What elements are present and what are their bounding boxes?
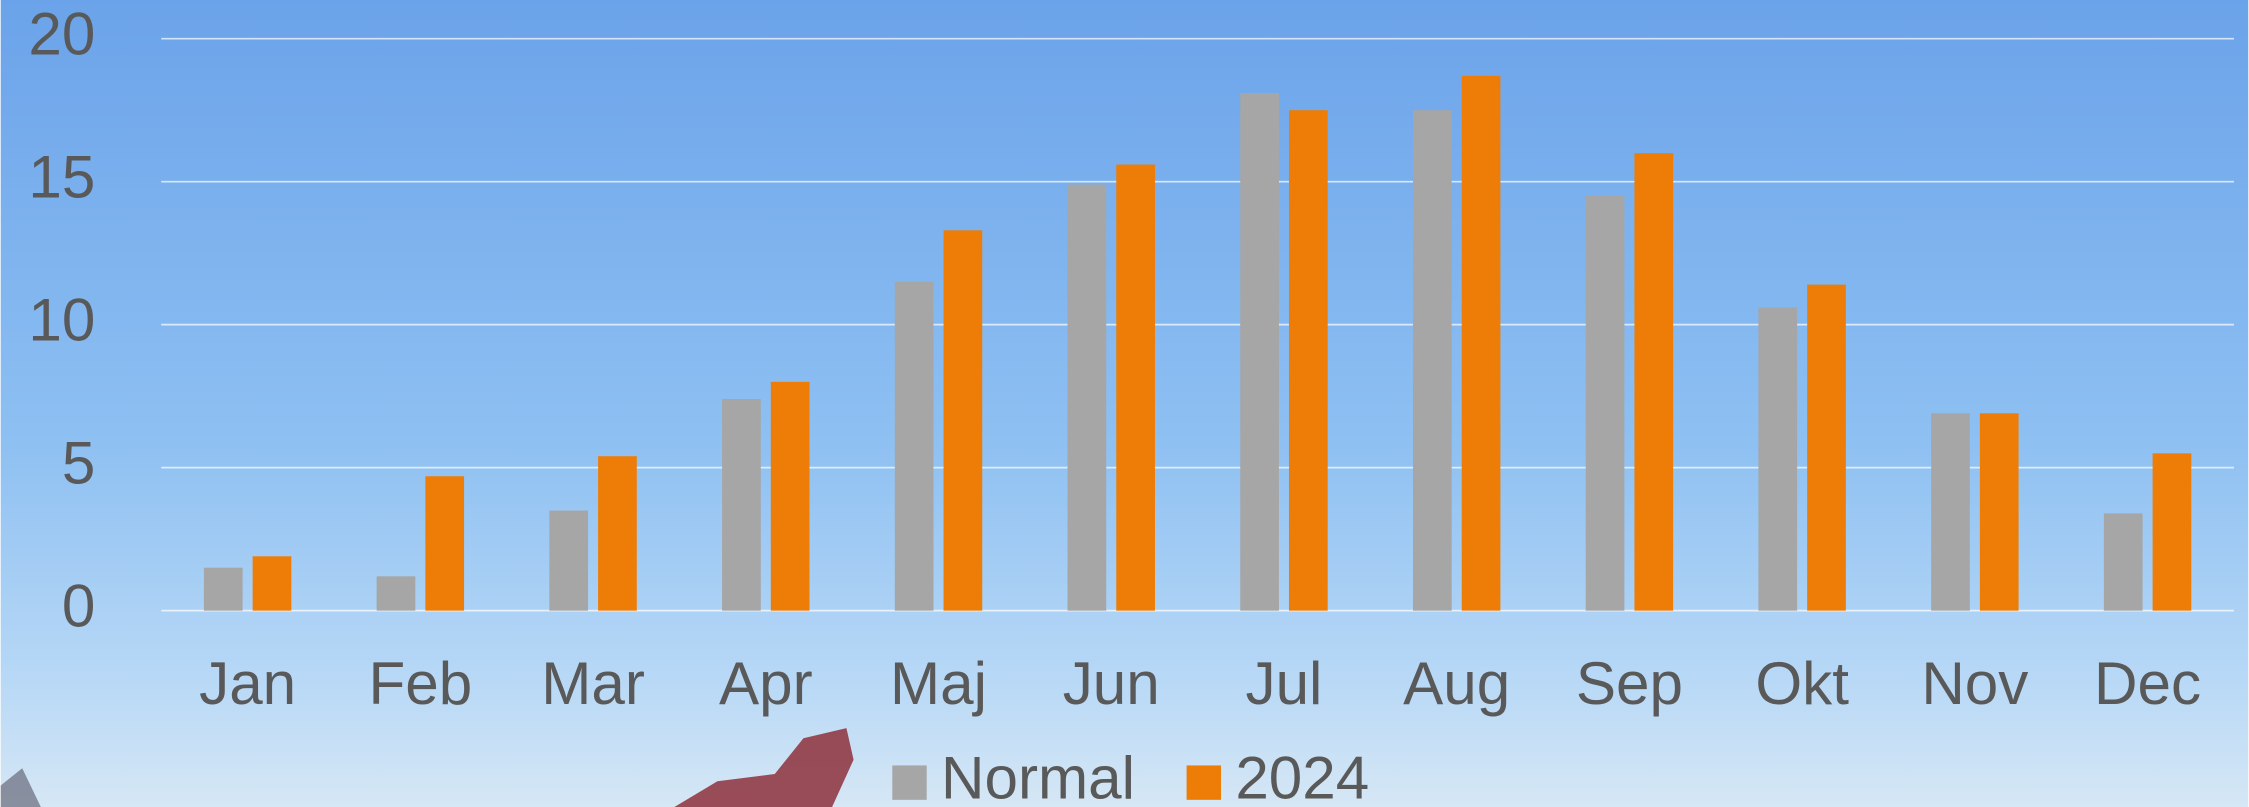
- bar: [771, 382, 810, 611]
- bar: [549, 511, 588, 611]
- y-tick-label: 10: [28, 287, 95, 354]
- legend-label: 2024: [1235, 745, 1369, 807]
- legend-swatch: [1187, 765, 1221, 799]
- bar: [722, 399, 761, 611]
- x-tick-label: Okt: [1755, 650, 1849, 717]
- bar: [895, 282, 934, 611]
- y-tick-label: 15: [28, 144, 95, 211]
- bar: [377, 576, 416, 610]
- bar: [1931, 413, 1970, 610]
- bar: [1116, 165, 1155, 611]
- bar: [1413, 110, 1452, 610]
- page: {"chart_data": {"type": "bar", "categori…: [0, 0, 2249, 807]
- bar: [598, 456, 637, 610]
- legend-swatch: [892, 765, 926, 799]
- bar: [204, 568, 243, 611]
- x-tick-label: Maj: [890, 650, 987, 717]
- bar: [1758, 308, 1797, 611]
- x-tick-label: Dec: [2094, 650, 2201, 717]
- bar: [1462, 76, 1501, 611]
- x-tick-label: Nov: [1921, 650, 2028, 717]
- x-tick-label: Jun: [1063, 650, 1160, 717]
- bar: [1068, 185, 1107, 611]
- y-tick-label: 20: [28, 1, 95, 68]
- bar: [2153, 453, 2192, 610]
- bar: [425, 476, 464, 610]
- bar: [944, 230, 983, 610]
- x-tick-label: Jan: [199, 650, 296, 717]
- bar: [1586, 196, 1625, 611]
- bar: [1980, 413, 2019, 610]
- bar: [1289, 110, 1328, 610]
- x-tick-label: Apr: [719, 650, 813, 717]
- x-tick-label: Sep: [1576, 650, 1683, 717]
- chart: 0 5 10 15 20 Jan Feb Mar Apr Maj Jun Jul Aug Sep Okt No…: [0, 0, 2249, 807]
- x-tick-label: Aug: [1403, 650, 1510, 717]
- bar: [1807, 285, 1846, 611]
- bar: [1634, 153, 1673, 611]
- x-tick-label: Feb: [368, 650, 472, 717]
- bar: [253, 556, 292, 610]
- y-tick-label: 5: [62, 430, 95, 497]
- bar: [2104, 513, 2143, 610]
- x-tick-label: Mar: [541, 650, 645, 717]
- y-tick-label: 0: [62, 573, 95, 640]
- bar: [1240, 93, 1279, 611]
- x-tick-label: Jul: [1245, 650, 1322, 717]
- legend-label: Normal: [941, 745, 1135, 807]
